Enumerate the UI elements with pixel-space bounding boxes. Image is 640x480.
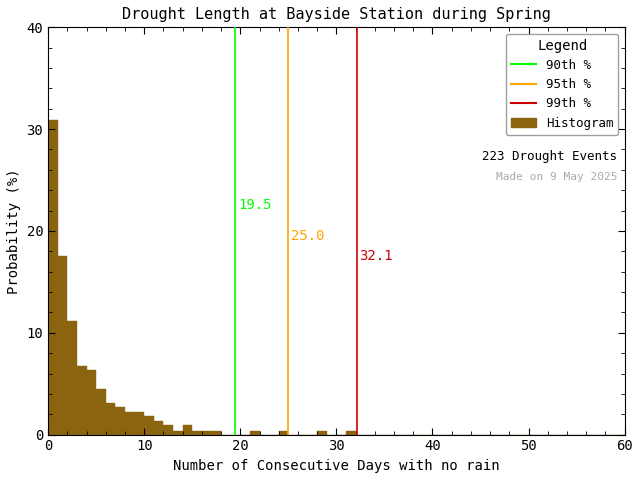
Bar (96, 389, 106, 434)
Bar (202, 431, 211, 434)
Bar (77, 366, 86, 434)
Bar (86, 371, 96, 434)
Text: 223 Drought Events: 223 Drought Events (483, 150, 618, 163)
Bar (163, 425, 173, 434)
Text: 32.1: 32.1 (360, 250, 393, 264)
Title: Drought Length at Bayside Station during Spring: Drought Length at Bayside Station during… (122, 7, 551, 22)
Legend: 90th %, 95th %, 99th %, Histogram: 90th %, 95th %, 99th %, Histogram (506, 34, 618, 134)
Bar (346, 431, 356, 434)
Bar (182, 425, 192, 434)
Bar (250, 431, 259, 434)
Bar (192, 431, 202, 434)
Bar (144, 416, 154, 434)
Bar (173, 431, 182, 434)
Text: Made on 9 May 2025: Made on 9 May 2025 (496, 172, 618, 182)
Bar (58, 256, 67, 434)
Bar (279, 431, 289, 434)
Y-axis label: Probability (%): Probability (%) (7, 168, 21, 294)
Text: 19.5: 19.5 (238, 199, 272, 213)
Bar (115, 407, 125, 434)
Text: 25.0: 25.0 (291, 229, 324, 243)
Bar (211, 431, 221, 434)
Bar (125, 412, 134, 434)
X-axis label: Number of Consecutive Days with no rain: Number of Consecutive Days with no rain (173, 459, 500, 473)
Bar (154, 421, 163, 434)
Bar (106, 403, 115, 434)
Bar (134, 412, 144, 434)
Bar (67, 321, 77, 434)
Bar (317, 431, 327, 434)
Bar (48, 120, 58, 434)
